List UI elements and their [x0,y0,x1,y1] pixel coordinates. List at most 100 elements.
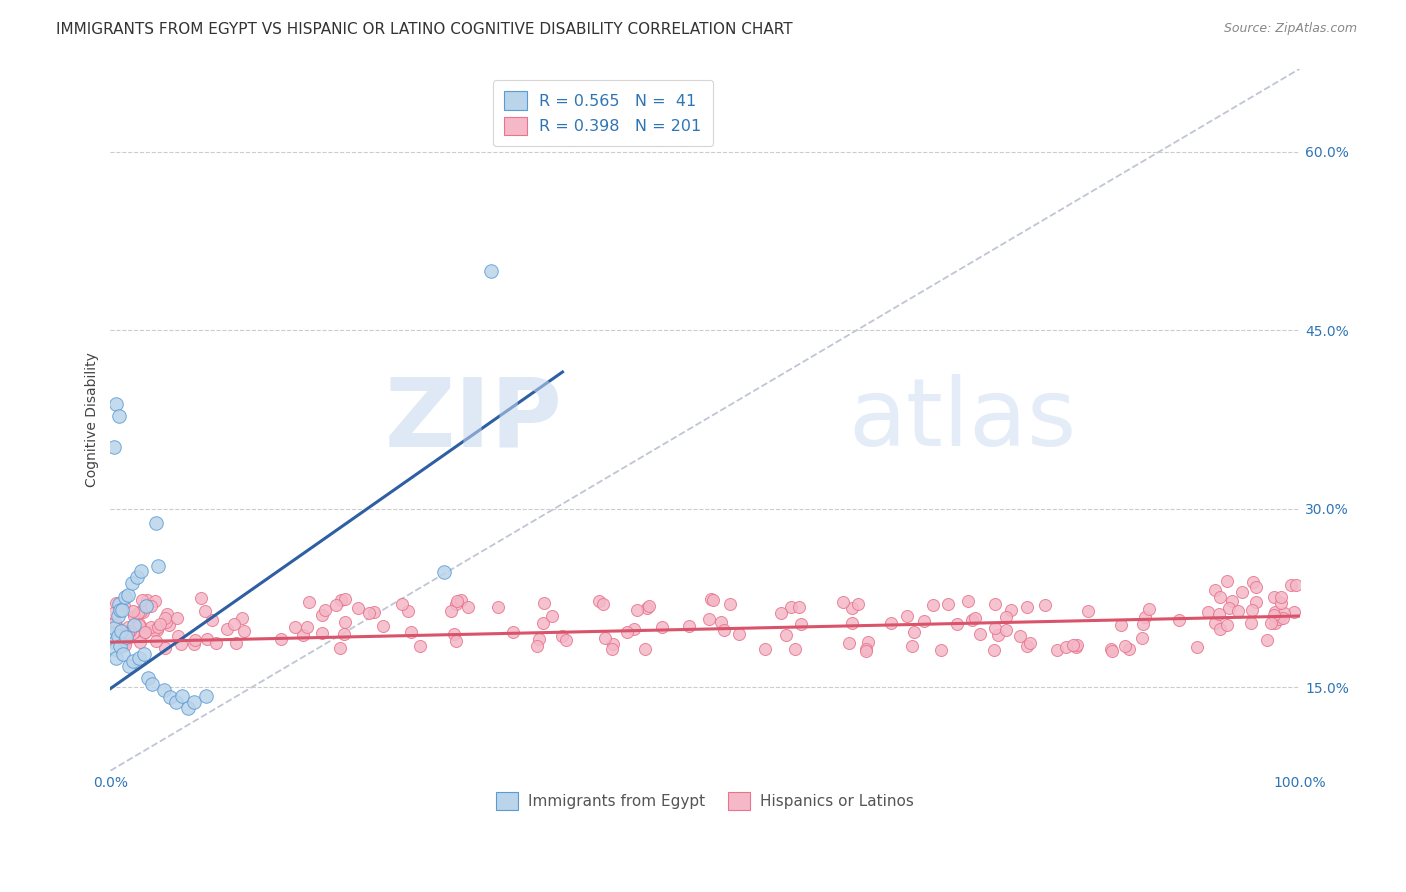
Point [1279,577,1302,591]
Point [710,615,733,629]
Point [1263,591,1285,605]
Point [633,642,655,657]
Point [858,634,880,648]
Point [1204,582,1226,597]
Point [132,625,155,640]
Point [359,606,381,620]
Text: ZIP: ZIP [385,373,562,467]
Point [335,615,357,629]
Point [623,622,645,636]
Point [1284,577,1306,591]
Point [330,592,353,607]
Point [790,617,813,632]
Point [103,440,125,454]
Point [1244,595,1267,609]
Point [141,677,163,691]
Point [896,608,918,623]
Point [718,597,741,611]
Point [118,624,141,638]
Point [779,600,801,615]
Point [1272,611,1295,625]
Point [183,695,205,709]
Point [139,599,162,613]
Point [108,603,131,617]
Point [841,601,863,615]
Point [129,604,152,618]
Point [1137,602,1160,616]
Point [1017,640,1039,654]
Point [149,616,172,631]
Point [1114,639,1136,653]
Point [502,625,524,640]
Point [141,620,163,634]
Point [298,595,321,609]
Point [325,598,347,612]
Point [131,564,153,578]
Point [1077,604,1099,618]
Point [995,610,1018,624]
Point [166,611,188,625]
Point [125,570,148,584]
Point [713,624,735,638]
Point [901,639,924,653]
Point [880,616,903,631]
Point [112,636,135,650]
Point [1008,629,1031,643]
Point [183,633,205,648]
Point [104,615,127,629]
Point [965,610,987,624]
Point [194,604,217,618]
Point [108,639,131,653]
Point [165,695,187,709]
Point [995,623,1018,637]
Point [1101,644,1123,658]
Point [122,609,145,624]
Point [1018,636,1040,650]
Point [225,636,247,650]
Point [855,644,877,658]
Point [153,682,176,697]
Point [129,634,152,648]
Point [105,397,128,411]
Point [1133,610,1156,624]
Point [128,617,150,632]
Point [156,607,179,621]
Point [699,591,721,606]
Point [284,619,307,633]
Point [600,642,623,657]
Point [142,623,165,637]
Point [1118,641,1140,656]
Point [333,627,356,641]
Point [122,625,145,640]
Point [391,597,413,611]
Point [1185,640,1208,654]
Point [1130,632,1153,646]
Point [554,633,576,648]
Point [107,409,129,423]
Point [122,618,145,632]
Point [127,606,149,620]
Point [593,631,616,645]
Point [409,639,432,653]
Point [232,624,254,638]
Point [1062,638,1084,652]
Point [157,618,180,632]
Point [912,614,935,628]
Point [533,597,555,611]
Point [1256,632,1278,647]
Point [444,634,467,648]
Point [1046,642,1069,657]
Text: atlas: atlas [848,374,1076,466]
Point [1263,605,1285,619]
Point [1099,641,1122,656]
Point [1272,606,1295,620]
Point [1218,600,1240,615]
Point [983,621,1005,635]
Point [1208,622,1230,636]
Point [138,671,160,685]
Point [987,628,1010,642]
Point [270,632,292,646]
Point [754,641,776,656]
Point [127,608,149,623]
Point [841,615,863,630]
